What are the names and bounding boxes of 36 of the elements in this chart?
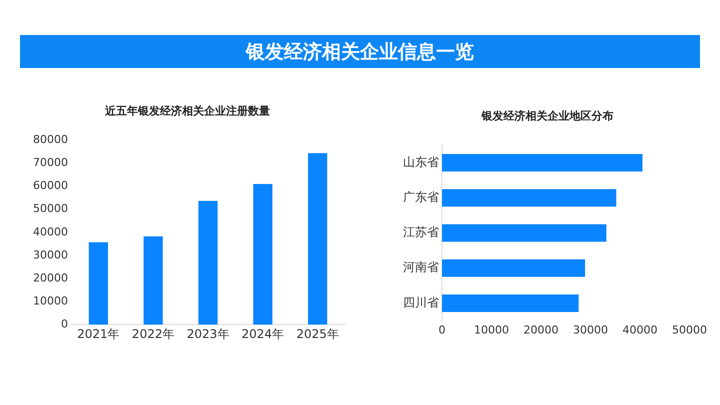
x-tick-label: 20000 [524, 323, 558, 336]
x-tick-label: 10000 [474, 323, 509, 336]
y-tick-label: 80000 [32, 133, 68, 146]
y-tick-label: 40000 [32, 225, 68, 238]
x-tick-label: 40000 [622, 323, 658, 336]
x-tick-label: 30000 [573, 323, 608, 336]
y-tick-label: 10000 [32, 294, 68, 308]
y-tick-label: 山东省 [403, 154, 439, 169]
y-tick-label: 20000 [32, 271, 68, 284]
y-tick-label: 四川省 [403, 295, 439, 310]
chart-title: 银发经济相关企业地区分布 [480, 109, 614, 122]
y-tick-label: 70000 [32, 156, 68, 170]
x-tick-label: 2022年 [132, 326, 174, 341]
chart-title: 近五年银发经济相关企业注册数量 [104, 104, 270, 118]
y-tick-label: 广东省 [403, 190, 439, 204]
bar [442, 224, 606, 242]
x-tick-label: 2025年 [296, 326, 339, 341]
y-tick-label: 江苏省 [403, 225, 439, 240]
y-tick-label: 60000 [32, 179, 68, 192]
bar [442, 294, 579, 312]
bar [198, 200, 218, 325]
x-tick-label: 50000 [672, 323, 708, 336]
bar [253, 184, 272, 325]
bar [442, 259, 586, 277]
bar [442, 189, 616, 207]
bar [88, 242, 108, 325]
x-tick-label: 2021年 [77, 326, 120, 341]
x-tick-label: 2023年 [186, 326, 230, 341]
bar [144, 236, 163, 325]
x-tick-label: 2024年 [242, 326, 284, 341]
y-tick-label: 河南省 [403, 260, 439, 274]
text: 银发经济相关企业信息一览 [246, 40, 474, 64]
bar [442, 154, 642, 172]
y-tick-label: 50000 [32, 202, 68, 216]
bar [308, 153, 328, 325]
y-tick-label: 30000 [32, 248, 68, 262]
